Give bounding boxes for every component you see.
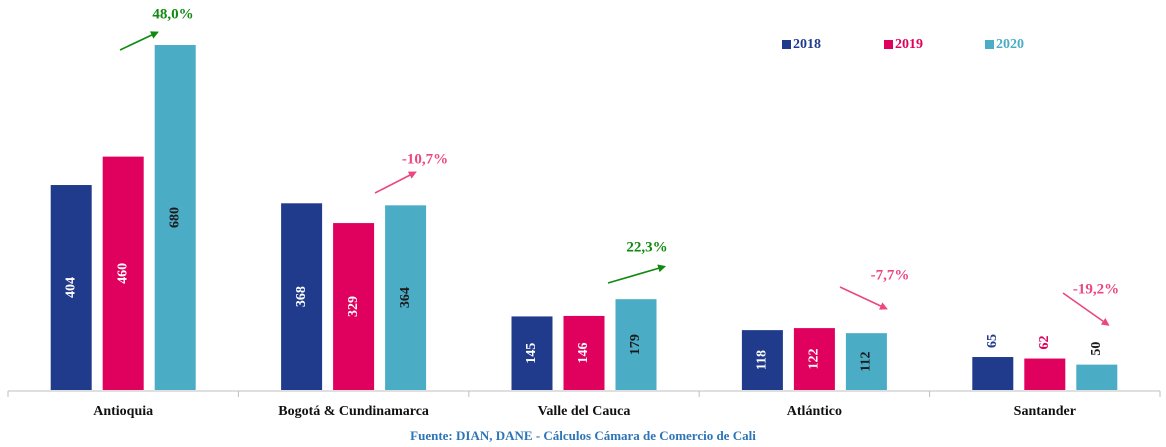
annotation: -19,2% bbox=[1073, 281, 1119, 297]
value-label: 65 bbox=[985, 334, 1000, 348]
value-label: 680 bbox=[167, 207, 182, 228]
x-tick-label: Bogotá & Cundinamarca bbox=[278, 404, 429, 419]
value-label: 368 bbox=[294, 286, 309, 307]
bar bbox=[563, 315, 605, 390]
bar bbox=[1076, 364, 1118, 390]
bar bbox=[385, 205, 427, 390]
value-label: 62 bbox=[1037, 336, 1052, 350]
legend-label: 2018 bbox=[793, 37, 821, 52]
x-tick-label: Atlántico bbox=[787, 404, 842, 419]
bar bbox=[333, 223, 375, 390]
value-label: 179 bbox=[628, 334, 643, 355]
bar bbox=[741, 330, 783, 390]
x-tick-label: Valle del Cauca bbox=[538, 404, 631, 419]
bar bbox=[972, 357, 1014, 390]
legend-label: 2019 bbox=[895, 37, 923, 52]
annotation: 22,3% bbox=[626, 239, 667, 255]
value-label: 329 bbox=[346, 296, 361, 317]
bar bbox=[102, 156, 144, 390]
value-label: 404 bbox=[63, 277, 78, 298]
value-label: 145 bbox=[524, 343, 539, 364]
bar bbox=[793, 328, 835, 390]
value-label: 146 bbox=[576, 342, 591, 363]
bar bbox=[511, 316, 553, 390]
value-label: 460 bbox=[115, 263, 130, 284]
annotation-arrow bbox=[607, 264, 667, 284]
x-tick-label: Antioquia bbox=[93, 404, 153, 419]
annotation-arrow bbox=[119, 31, 159, 51]
bar bbox=[845, 333, 887, 390]
bar bbox=[154, 45, 196, 390]
annotation-arrow bbox=[1062, 292, 1110, 326]
value-label: 122 bbox=[807, 349, 822, 370]
bar bbox=[1024, 358, 1066, 390]
annotation: 48,0% bbox=[152, 6, 193, 22]
bar bbox=[615, 299, 657, 390]
legend-label: 2020 bbox=[996, 37, 1024, 52]
legend-swatch bbox=[782, 40, 791, 49]
annotation: -7,7% bbox=[871, 267, 910, 283]
value-label: 118 bbox=[755, 350, 770, 370]
annotation-arrow bbox=[839, 286, 888, 310]
source: Fuente: DIAN, DANE - Cálculos Cámara de … bbox=[410, 428, 756, 443]
value-label: 50 bbox=[1089, 342, 1104, 356]
x-tick-label: Santander bbox=[1014, 404, 1076, 419]
annotation-arrow bbox=[374, 171, 417, 194]
legend-swatch bbox=[884, 40, 893, 49]
legend-swatch bbox=[985, 40, 994, 49]
bar bbox=[50, 185, 92, 390]
value-label: 364 bbox=[398, 287, 413, 308]
bar bbox=[281, 203, 323, 390]
annotation: -10,7% bbox=[402, 151, 448, 167]
value-label: 112 bbox=[859, 351, 874, 371]
